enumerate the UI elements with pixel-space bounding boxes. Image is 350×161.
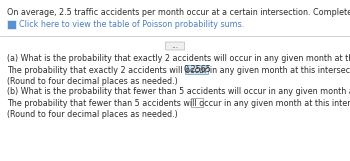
Text: (Round to four decimal places as needed.): (Round to four decimal places as needed.… [7,77,178,86]
FancyBboxPatch shape [166,42,184,50]
Text: On average, 2.5 traffic accidents per month occur at a certain intersection. Com: On average, 2.5 traffic accidents per mo… [7,8,350,17]
Text: (a) What is the probability that exactly 2 accidents will occur in any given mon: (a) What is the probability that exactly… [7,54,350,63]
Text: (Round to four decimal places as needed.): (Round to four decimal places as needed.… [7,110,178,119]
Text: (b) What is the probability that fewer than 5 accidents will occur in any given : (b) What is the probability that fewer t… [7,87,350,96]
Text: Click here to view the table of Poisson probability sums.: Click here to view the table of Poisson … [19,20,244,29]
Text: ...: ... [172,43,178,49]
FancyBboxPatch shape [186,65,209,74]
FancyBboxPatch shape [7,20,16,29]
FancyBboxPatch shape [191,98,203,107]
Text: The probability that exactly 2 accidents will occur in any given month at this i: The probability that exactly 2 accidents… [7,66,350,75]
Text: 0.2565: 0.2565 [183,65,211,74]
Text: The probability that fewer than 5 accidents will occur in any given month at thi: The probability that fewer than 5 accide… [7,99,350,108]
